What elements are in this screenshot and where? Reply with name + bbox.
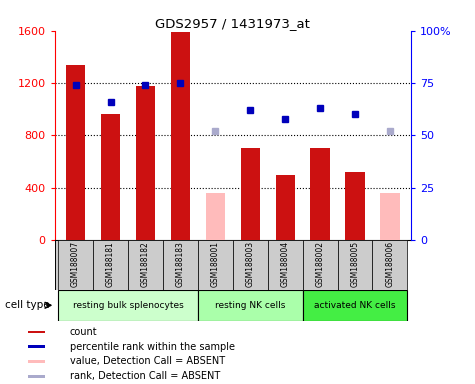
- Bar: [311, 149, 330, 240]
- Bar: [372, 240, 408, 290]
- Bar: [345, 172, 365, 240]
- Text: GSM188002: GSM188002: [315, 241, 324, 287]
- Bar: [276, 175, 295, 240]
- Text: GSM188004: GSM188004: [281, 241, 290, 287]
- Bar: [171, 32, 190, 240]
- Bar: [198, 240, 233, 290]
- Bar: [338, 240, 372, 290]
- Bar: [136, 86, 155, 240]
- Title: GDS2957 / 1431973_at: GDS2957 / 1431973_at: [155, 17, 310, 30]
- Text: GSM188003: GSM188003: [246, 241, 255, 287]
- Bar: [58, 290, 198, 321]
- Text: rank, Detection Call = ABSENT: rank, Detection Call = ABSENT: [69, 371, 220, 381]
- Text: GSM188001: GSM188001: [211, 241, 220, 287]
- Text: GSM188182: GSM188182: [141, 241, 150, 287]
- Bar: [28, 346, 45, 348]
- Bar: [28, 375, 45, 378]
- Bar: [28, 331, 45, 333]
- Bar: [380, 193, 399, 240]
- Bar: [268, 240, 303, 290]
- Bar: [163, 240, 198, 290]
- Text: GSM188006: GSM188006: [385, 241, 394, 287]
- Text: value, Detection Call = ABSENT: value, Detection Call = ABSENT: [69, 356, 225, 366]
- Bar: [101, 114, 120, 240]
- Text: count: count: [69, 327, 97, 337]
- Text: GSM188183: GSM188183: [176, 241, 185, 287]
- Bar: [58, 240, 93, 290]
- Bar: [128, 240, 163, 290]
- Text: resting NK cells: resting NK cells: [215, 301, 285, 310]
- Bar: [66, 65, 85, 240]
- Text: percentile rank within the sample: percentile rank within the sample: [69, 341, 235, 351]
- Bar: [93, 240, 128, 290]
- Bar: [233, 240, 268, 290]
- Bar: [303, 290, 408, 321]
- Bar: [206, 193, 225, 240]
- Bar: [303, 240, 338, 290]
- Bar: [28, 360, 45, 363]
- Bar: [241, 149, 260, 240]
- Text: cell type: cell type: [5, 300, 49, 310]
- Text: GSM188181: GSM188181: [106, 241, 115, 287]
- Text: resting bulk splenocytes: resting bulk splenocytes: [73, 301, 183, 310]
- Text: activated NK cells: activated NK cells: [314, 301, 396, 310]
- Text: GSM188005: GSM188005: [351, 241, 360, 287]
- Bar: [198, 290, 303, 321]
- Text: GSM188007: GSM188007: [71, 241, 80, 287]
